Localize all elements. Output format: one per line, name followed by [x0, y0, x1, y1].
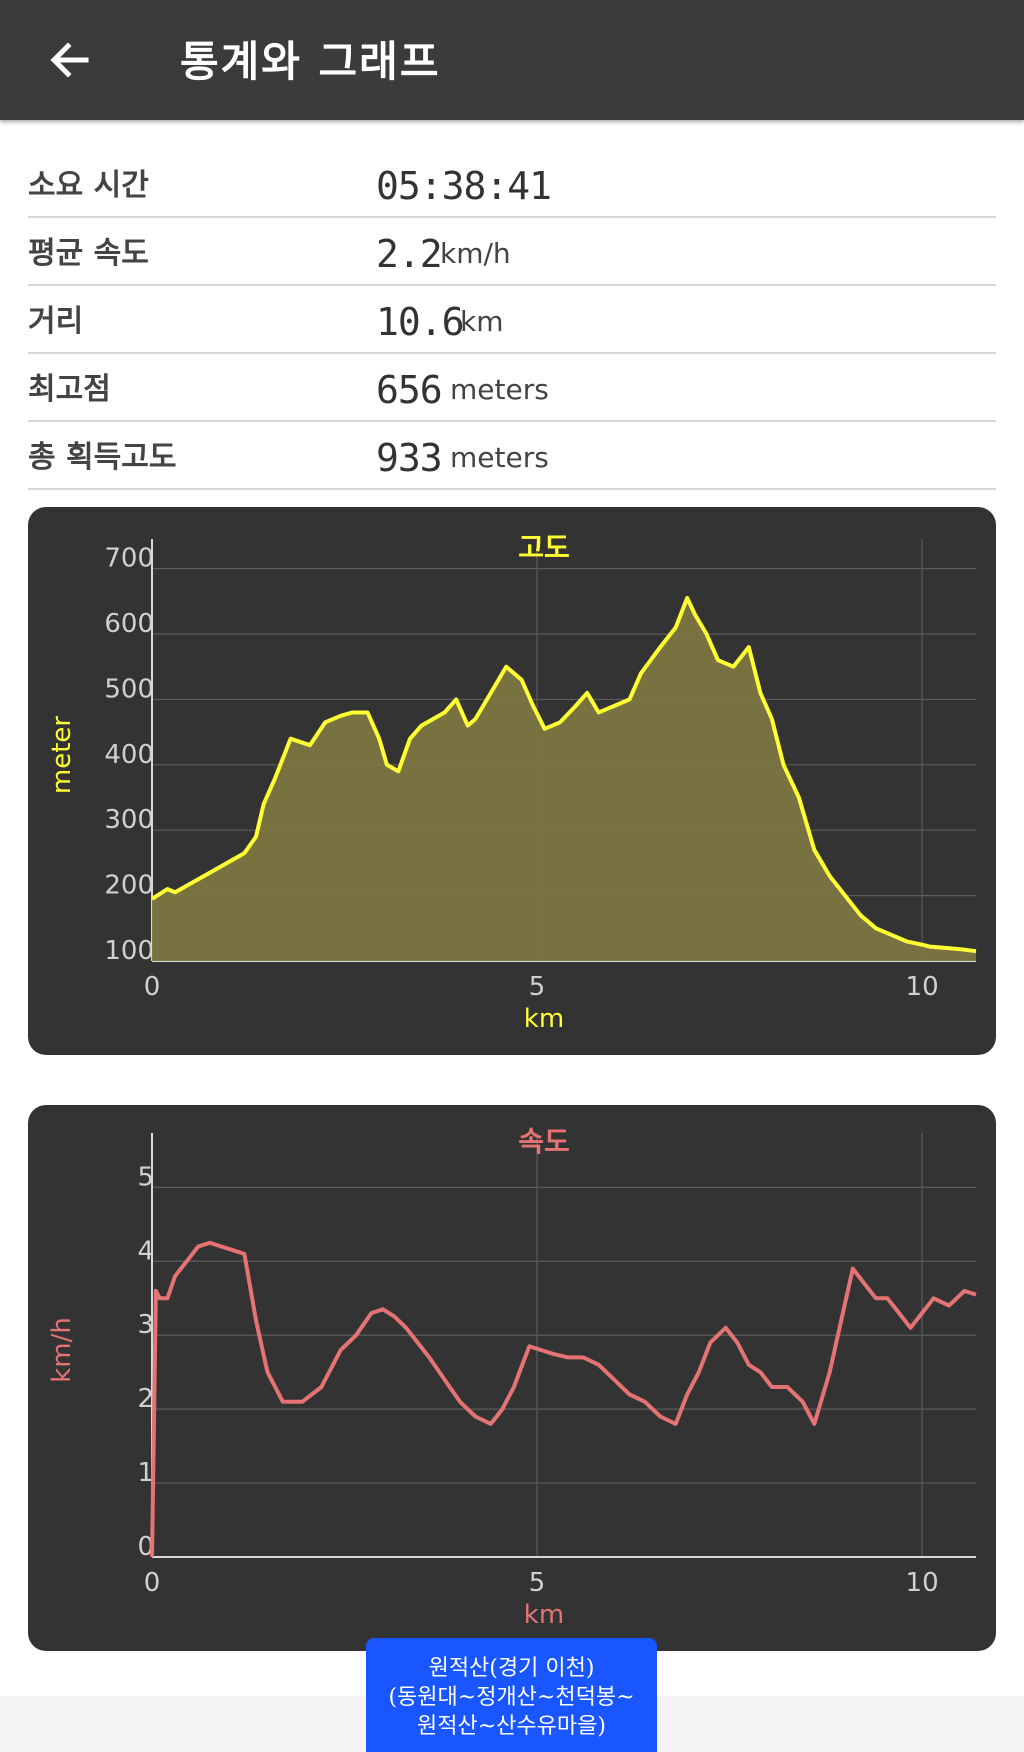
stat-row-total-ascent: 총 획득고도 933 meters: [28, 422, 996, 490]
chart-title: 고도: [518, 531, 570, 564]
stat-unit: km: [460, 305, 504, 338]
y-tick-label: 500: [104, 674, 154, 704]
stat-value: 2.2: [376, 232, 443, 276]
x-axis-label: km: [524, 1004, 564, 1034]
toast-line: 원적산(경기 이천): [428, 1656, 595, 1681]
speed-chart: 0 1 2 3 4 5 0 5 10 속도 km km/h: [47, 1125, 977, 1630]
y-tick-label: 200: [104, 871, 154, 901]
app-bar: 통계와 그래프: [0, 0, 1024, 120]
x-tick-label: 10: [906, 972, 939, 1002]
series-area: [152, 598, 976, 961]
stat-label: 소요 시간: [28, 168, 149, 203]
arrow-left-icon: [50, 42, 89, 78]
y-tick-label: 600: [104, 609, 154, 639]
y-tick-label: 5: [137, 1162, 154, 1192]
x-tick-label: 0: [144, 972, 161, 1002]
y-axis-label: km/h: [47, 1317, 77, 1383]
stat-row-max-elevation: 최고점 656 meters: [28, 354, 996, 422]
stat-unit: km/h: [440, 237, 511, 270]
toast-line: 원적산~산수유마을): [417, 1714, 606, 1739]
stat-row-avg-speed: 평균 속도 2.2 km/h: [28, 218, 996, 286]
x-tick-label: 5: [529, 1568, 546, 1598]
y-tick-label: 100: [104, 936, 154, 966]
stat-value: 05:38:41: [376, 164, 552, 208]
y-tick-label: 300: [104, 805, 154, 835]
y-axis-label: meter: [47, 716, 77, 795]
stat-row-distance: 거리 10.6 km: [28, 286, 996, 354]
x-tick-label: 10: [906, 1568, 939, 1598]
back-button[interactable]: [40, 30, 100, 90]
stat-label: 평균 속도: [28, 236, 149, 271]
stat-unit: meters: [450, 373, 549, 406]
stat-value: 656: [376, 368, 443, 412]
stat-label: 거리: [28, 304, 84, 339]
elevation-chart-card: 100 200 300 400 500 600 700 0 5 10 고도 km meter: [28, 507, 996, 1055]
y-tick-label: 3: [137, 1310, 154, 1340]
y-tick-label: 400: [104, 740, 154, 770]
y-tick-label: 1: [137, 1458, 154, 1488]
stat-label: 최고점: [28, 372, 111, 407]
x-tick-label: 5: [529, 972, 546, 1002]
stat-unit: meters: [450, 441, 549, 474]
x-tick-label: 0: [144, 1568, 161, 1598]
page-title: 통계와 그래프: [180, 37, 441, 86]
y-tick-label: 4: [137, 1236, 154, 1266]
series-line: [150, 1240, 977, 1558]
elevation-chart: 100 200 300 400 500 600 700 0 5 10 고도 km meter: [47, 531, 977, 1034]
track-name-toast: 원적산(경기 이천) (동원대~정개산~천덕봉~ 원적산~산수유마을): [366, 1638, 657, 1752]
stat-value: 933: [376, 436, 443, 480]
toast-line: (동원대~정개산~천덕봉~: [388, 1685, 635, 1710]
y-tick-label: 0: [137, 1532, 154, 1562]
y-tick-label: 2: [137, 1384, 154, 1414]
stats-table: 소요 시간 05:38:41 평균 속도 2.2 km/h 거리 10.6 km…: [28, 150, 996, 490]
stat-label: 총 획득고도: [28, 440, 177, 475]
chart-title: 속도: [518, 1125, 570, 1158]
stat-row-duration: 소요 시간 05:38:41: [28, 150, 996, 218]
grid: [151, 1133, 976, 1558]
speed-chart-card: 0 1 2 3 4 5 0 5 10 속도 km km/h: [28, 1105, 996, 1651]
series-line: [150, 596, 977, 954]
y-tick-label: 700: [104, 544, 154, 574]
stat-value: 10.6: [376, 300, 465, 344]
x-axis-label: km: [524, 1600, 564, 1630]
